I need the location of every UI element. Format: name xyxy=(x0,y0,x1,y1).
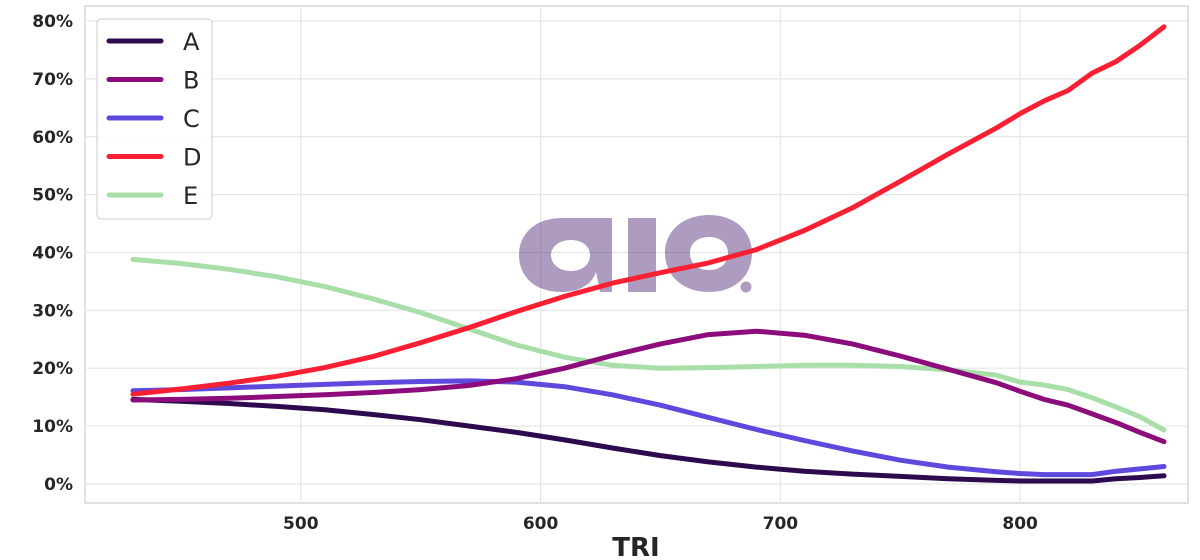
series-layer xyxy=(130,24,1167,484)
y-gridlines xyxy=(85,20,1188,485)
x-tick-label: 600 xyxy=(523,514,559,534)
legend-label-c: C xyxy=(183,105,200,133)
legend-label-e: E xyxy=(183,182,198,210)
x-axis-title: TRI xyxy=(612,533,659,560)
y-tick-label: 80% xyxy=(32,12,73,32)
legend-label-d: D xyxy=(183,144,201,172)
series-line-d xyxy=(130,24,1167,397)
y-axis-ticks: 0% 10% 20% 30% 40% 50% 60% 70% 80% xyxy=(32,12,73,495)
x-axis-ticks: 500 600 700 800 xyxy=(283,514,1038,534)
y-tick-label: 30% xyxy=(32,301,73,321)
y-tick-label: 50% xyxy=(32,186,73,206)
x-gridlines xyxy=(300,6,1021,503)
series-line-a xyxy=(130,396,1167,484)
legend-label-b: B xyxy=(183,67,199,95)
watermark-logo xyxy=(519,215,752,293)
series-line-e xyxy=(130,256,1167,433)
x-tick-label: 800 xyxy=(1002,514,1038,534)
y-tick-label: 0% xyxy=(44,475,73,495)
series-line-b xyxy=(130,328,1167,445)
plot-area xyxy=(84,5,1189,504)
y-tick-label: 40% xyxy=(32,243,73,263)
y-tick-label: 20% xyxy=(32,359,73,379)
x-tick-label: 500 xyxy=(283,514,319,534)
legend-label-a: A xyxy=(183,28,200,56)
y-tick-label: 60% xyxy=(32,128,73,148)
y-tick-label: 10% xyxy=(32,417,73,437)
x-tick-label: 700 xyxy=(763,514,799,534)
series-line-c xyxy=(130,378,1167,478)
y-tick-label: 70% xyxy=(32,70,73,90)
